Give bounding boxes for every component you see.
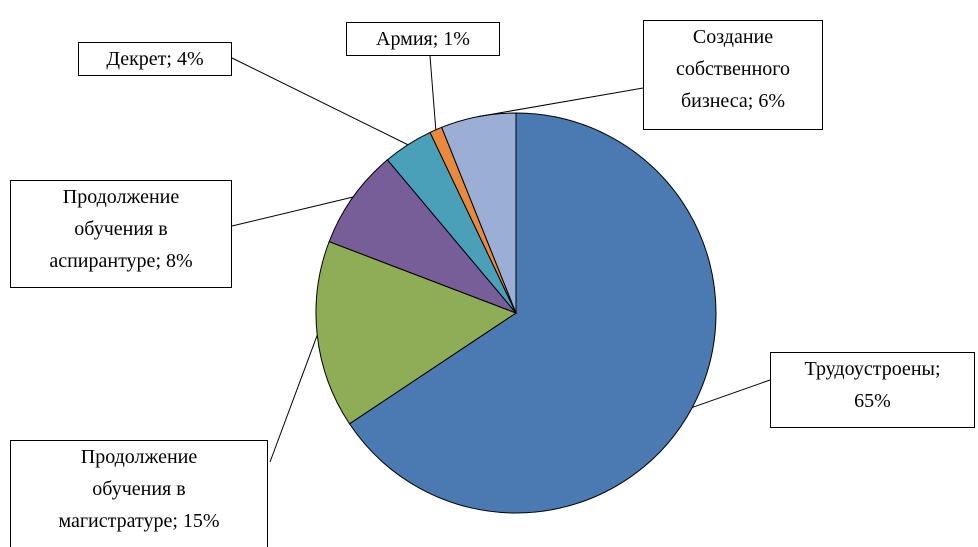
data-label: Продолжение обучения в аспирантуре; 8% xyxy=(10,180,232,288)
data-label: Создание собственного бизнеса; 6% xyxy=(643,20,823,130)
data-label: Продолжение обучения в магистратуре; 15% xyxy=(10,440,268,547)
leader-line xyxy=(429,55,437,130)
data-label: Армия; 1% xyxy=(346,22,500,56)
data-label: Трудоустроены; 65% xyxy=(770,352,975,428)
leader-line xyxy=(269,334,318,463)
data-label: Декрет; 4% xyxy=(78,42,232,76)
pie-slice xyxy=(348,112,717,514)
leader-line xyxy=(231,196,354,227)
pie-slice xyxy=(315,240,518,425)
leader-line xyxy=(231,57,409,146)
pie-slice xyxy=(328,159,518,315)
leader-line xyxy=(478,87,644,118)
leader-line xyxy=(692,379,771,408)
